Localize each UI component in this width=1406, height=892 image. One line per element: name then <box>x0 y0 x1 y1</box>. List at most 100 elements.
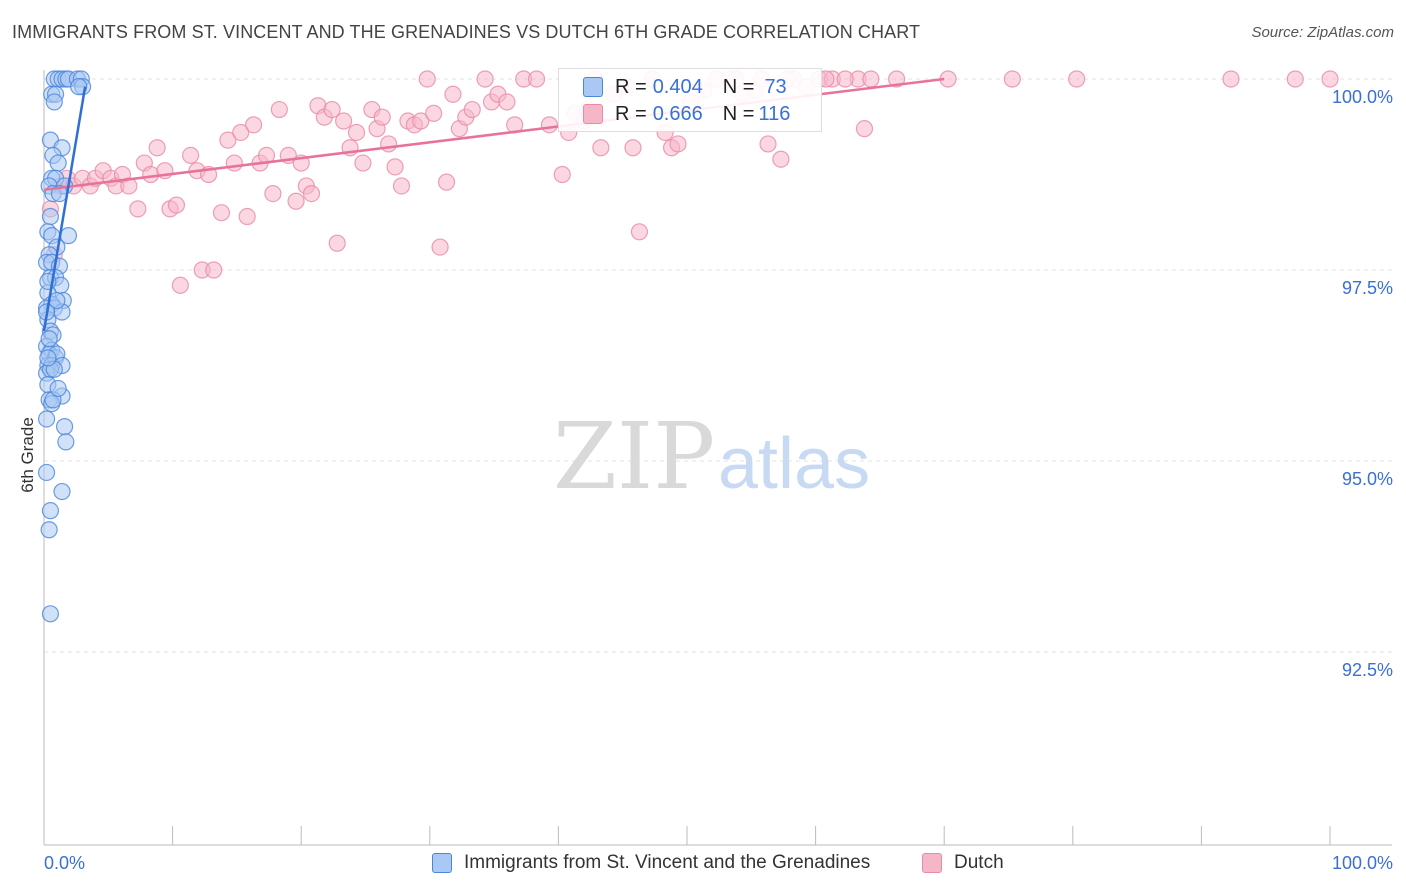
dutch-point <box>287 192 305 210</box>
bottom-legend-svg: Immigrants from St. Vincent and the Gren… <box>432 852 870 874</box>
dutch-point <box>120 177 138 195</box>
svg-point <box>37 410 56 428</box>
dutch-point <box>888 70 906 88</box>
legend-r-label: R = <box>615 75 647 98</box>
svg-points <box>37 70 92 623</box>
dutch-point <box>225 154 243 172</box>
dutch-point <box>759 135 777 153</box>
watermark-zip: ZIP <box>553 403 715 510</box>
x-tick-label: 0.0% <box>44 853 85 873</box>
y-tick-label: 97.5% <box>1342 278 1393 298</box>
svg-point <box>41 207 60 226</box>
dutch-point <box>418 70 436 88</box>
x-tick-labels: 0.0% 100.0% <box>44 853 1393 873</box>
svg-trend-line <box>42 86 87 332</box>
svg-point <box>41 502 60 520</box>
dutch-point <box>219 131 237 149</box>
svg-point <box>39 349 57 367</box>
dutch-point <box>205 261 223 279</box>
dutch-point <box>437 173 456 191</box>
dutch-point <box>232 123 250 142</box>
dutch-point <box>148 139 166 157</box>
y-tick-label: 92.5% <box>1342 660 1393 680</box>
svg-point <box>45 93 63 111</box>
svg-point <box>70 78 88 96</box>
axes <box>43 70 1392 846</box>
dutch-point <box>142 165 160 184</box>
bottom-legend: Immigrants from St. Vincent and the Gren… <box>0 852 1406 878</box>
legend-swatch-blue <box>583 77 603 97</box>
dutch-point <box>1286 70 1304 88</box>
dutch-point <box>245 116 263 134</box>
y-tick-labels: 100.0% 97.5% 95.0% 92.5% <box>1332 87 1393 680</box>
dutch-point <box>354 154 372 172</box>
dutch-point <box>380 135 398 153</box>
chart-title: IMMIGRANTS FROM ST. VINCENT AND THE GREN… <box>12 22 921 42</box>
dutch-point <box>1321 70 1339 88</box>
legend-n-label: N = <box>722 102 755 125</box>
legend-n-value: 73 <box>764 75 787 98</box>
bottom-legend-dutch: Dutch <box>922 852 1004 874</box>
svg-point <box>49 379 67 398</box>
dutch-point <box>392 177 411 195</box>
dutch-point <box>270 100 288 119</box>
svg-point <box>37 463 56 482</box>
dutch-point <box>302 185 321 203</box>
bottom-legend-label-svg: Immigrants from St. Vincent and the Gren… <box>464 852 871 873</box>
bottom-legend-label-dutch: Dutch <box>954 852 1004 873</box>
dutch-point <box>431 238 449 256</box>
legend-row-dutch: R = 0.666 N = 116 <box>583 102 790 126</box>
legend-swatch-pink <box>583 104 603 124</box>
dutch-point <box>527 70 546 88</box>
watermark: ZIP atlas <box>553 403 870 510</box>
dutch-point <box>1222 70 1240 88</box>
dutch-point <box>373 108 391 126</box>
svg-point <box>40 330 58 348</box>
dutch-point <box>171 276 189 294</box>
x-tick-label: 100.0% <box>1332 853 1393 873</box>
dutch-point <box>540 116 558 134</box>
dutch-point <box>630 223 649 241</box>
dutch-point <box>129 200 147 218</box>
dutch-point <box>386 158 404 176</box>
dutch-point <box>592 139 610 157</box>
legend-n-value: 116 <box>758 102 791 125</box>
y-tick-label: 95.0% <box>1342 469 1393 489</box>
dutch-point <box>328 234 346 252</box>
legend-n-label: N = <box>722 75 755 98</box>
dutch-point <box>1003 70 1021 88</box>
stats-legend: R = 0.404 N = 73 R = 0.666 N = 116 <box>558 68 822 132</box>
source-label: Source: ZipAtlas.com <box>1251 24 1394 41</box>
svg-point <box>40 521 58 539</box>
dutch-point <box>264 185 282 203</box>
dutch-point <box>347 123 366 142</box>
dutch-point <box>862 70 880 88</box>
legend-row-svg: R = 0.404 N = 73 <box>583 75 787 99</box>
dutch-point <box>553 165 571 184</box>
dutch-point <box>1068 70 1086 88</box>
dutch-point <box>463 100 481 119</box>
bottom-legend-swatch-blue <box>432 853 452 873</box>
dutch-point <box>323 100 341 119</box>
dutch-point <box>335 112 353 130</box>
bottom-legend-swatch-pink <box>922 853 942 873</box>
svg-point <box>55 418 74 436</box>
dutch-point <box>182 146 200 164</box>
dutch-point <box>624 139 642 157</box>
svg-point <box>57 433 75 451</box>
legend-r-value: 0.666 <box>652 102 703 125</box>
dutch-point <box>669 135 687 153</box>
dutch-point <box>425 104 443 122</box>
svg-point <box>53 482 71 501</box>
dutch-point <box>855 120 874 138</box>
legend-r-value: 0.404 <box>652 75 703 98</box>
dutch-point <box>476 70 494 88</box>
dutch-point <box>212 204 231 222</box>
dutch-point <box>772 150 790 168</box>
dutch-point <box>498 93 516 111</box>
dutch-point <box>167 196 186 214</box>
dutch-point <box>444 85 462 103</box>
legend-r-label: R = <box>615 102 647 125</box>
dutch-point <box>836 70 854 88</box>
